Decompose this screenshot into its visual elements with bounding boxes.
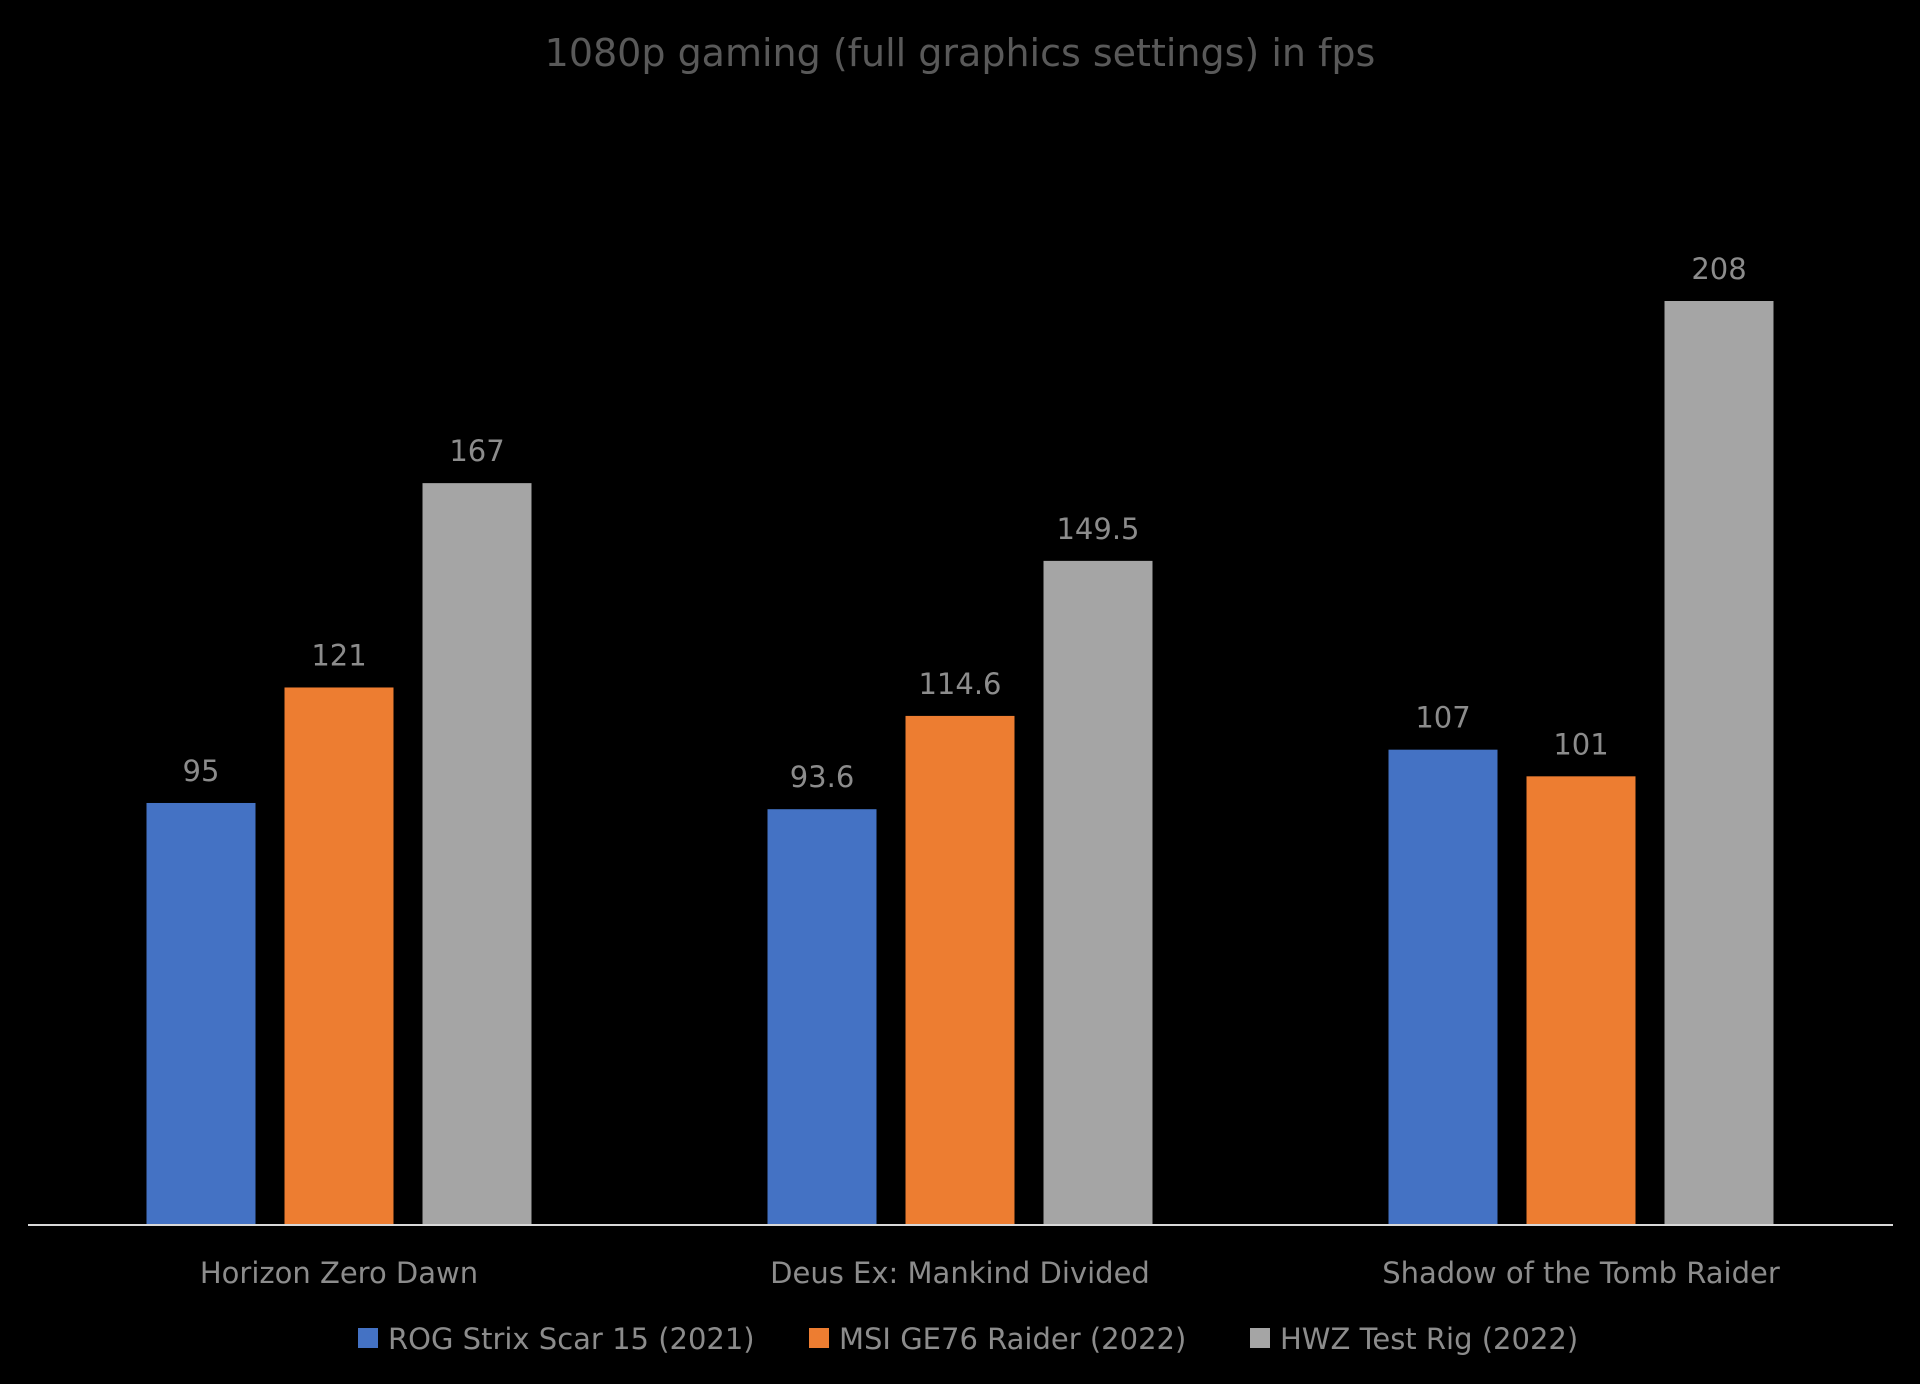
data-label: 107 — [1415, 701, 1470, 735]
legend: ROG Strix Scar 15 (2021) MSI GE76 Raider … — [358, 1322, 1578, 1356]
bars-layer — [146, 301, 1774, 1225]
bar-2-1 — [284, 687, 394, 1225]
chart-title: 1080p gaming (full graphics settings) in… — [545, 31, 1376, 75]
data-label: 93.6 — [790, 760, 855, 794]
x-tick-labels: Horizon Zero Dawn Deus Ex: Mankind Divide… — [200, 1256, 1780, 1290]
legend-item: MSI GE76 Raider (2022) — [809, 1322, 1186, 1356]
legend-label: HWZ Test Rig (2022) — [1280, 1322, 1578, 1356]
bar-3-1 — [422, 483, 532, 1225]
data-label: 101 — [1553, 727, 1608, 761]
legend-label: MSI GE76 Raider (2022) — [839, 1322, 1186, 1356]
legend-item: ROG Strix Scar 15 (2021) — [358, 1322, 755, 1356]
bar-2-2 — [905, 715, 1015, 1225]
data-label: 208 — [1691, 252, 1746, 286]
data-labels-layer: 95 121 167 93.6 114.6 149.5 107 101 208 — [183, 252, 1747, 794]
data-label: 149.5 — [1056, 512, 1139, 546]
legend-item: HWZ Test Rig (2022) — [1250, 1322, 1578, 1356]
bar-3-3 — [1664, 301, 1774, 1225]
legend-swatch — [1250, 1328, 1270, 1348]
bar-1-1 — [146, 802, 256, 1225]
x-tick-label: Shadow of the Tomb Raider — [1382, 1256, 1780, 1290]
bar-2-3 — [1526, 776, 1636, 1225]
x-tick-label: Horizon Zero Dawn — [200, 1256, 478, 1290]
legend-label: ROG Strix Scar 15 (2021) — [388, 1322, 755, 1356]
data-label: 167 — [449, 434, 504, 468]
data-label: 95 — [183, 754, 220, 788]
data-label: 121 — [311, 638, 366, 672]
data-label: 114.6 — [918, 667, 1001, 701]
bar-1-2 — [767, 809, 877, 1225]
legend-swatch — [809, 1328, 829, 1348]
x-tick-label: Deus Ex: Mankind Divided — [770, 1256, 1150, 1290]
bar-1-3 — [1388, 749, 1498, 1225]
legend-swatch — [358, 1328, 378, 1348]
bar-3-2 — [1043, 560, 1153, 1225]
